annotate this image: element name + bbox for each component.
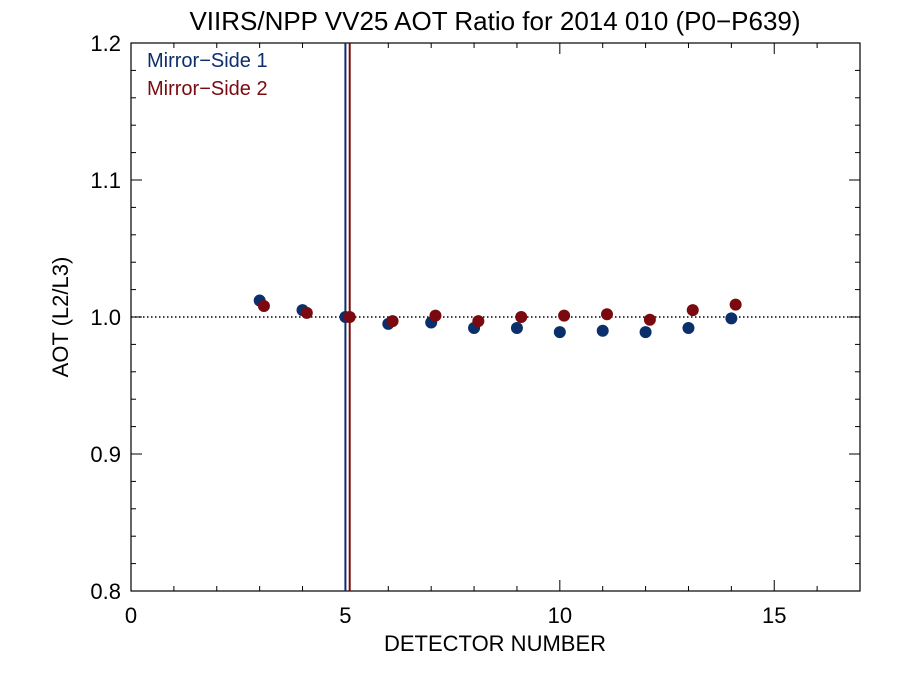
y-tick-label: 1.0 bbox=[90, 305, 121, 330]
data-point-mirror-side-1 bbox=[682, 321, 695, 334]
data-point-mirror-side-2 bbox=[515, 311, 528, 323]
legend-entry-mirror-side-1: Mirror−Side 1 bbox=[147, 50, 268, 72]
data-point-mirror-side-2 bbox=[558, 309, 571, 322]
data-point-mirror-side-2 bbox=[343, 311, 356, 323]
y-axis-label: AOT (L2/L3) bbox=[48, 257, 73, 378]
data-point-mirror-side-2 bbox=[729, 298, 742, 311]
x-tick-label: 0 bbox=[125, 603, 137, 628]
data-point-mirror-side-1 bbox=[596, 324, 609, 337]
data-point-mirror-side-2 bbox=[643, 313, 656, 326]
y-tick-label: 1.1 bbox=[90, 168, 121, 193]
x-axis-label: DETECTOR NUMBER bbox=[384, 631, 606, 656]
data-point-mirror-side-2 bbox=[300, 306, 313, 319]
data-point-mirror-side-2 bbox=[472, 315, 485, 328]
x-tick-label: 10 bbox=[548, 603, 572, 628]
data-point-mirror-side-2 bbox=[386, 315, 399, 328]
x-tick-label: 5 bbox=[339, 603, 351, 628]
x-tick-label: 15 bbox=[762, 603, 786, 628]
data-point-mirror-side-2 bbox=[257, 300, 270, 313]
data-point-mirror-side-2 bbox=[600, 308, 613, 321]
data-point-mirror-side-1 bbox=[639, 326, 652, 339]
y-tick-label: 0.8 bbox=[90, 579, 121, 604]
data-point-mirror-side-2 bbox=[686, 304, 699, 317]
data-point-mirror-side-1 bbox=[510, 321, 523, 334]
data-point-mirror-side-2 bbox=[429, 309, 442, 322]
data-point-mirror-side-1 bbox=[725, 312, 738, 325]
legend-entry-mirror-side-2: Mirror−Side 2 bbox=[147, 78, 268, 100]
chart-title: VIIRS/NPP VV25 AOT Ratio for 2014 010 (P… bbox=[189, 6, 800, 36]
data-point-mirror-side-1 bbox=[553, 326, 566, 339]
y-tick-label: 1.2 bbox=[90, 31, 121, 56]
y-tick-label: 0.9 bbox=[90, 442, 121, 467]
